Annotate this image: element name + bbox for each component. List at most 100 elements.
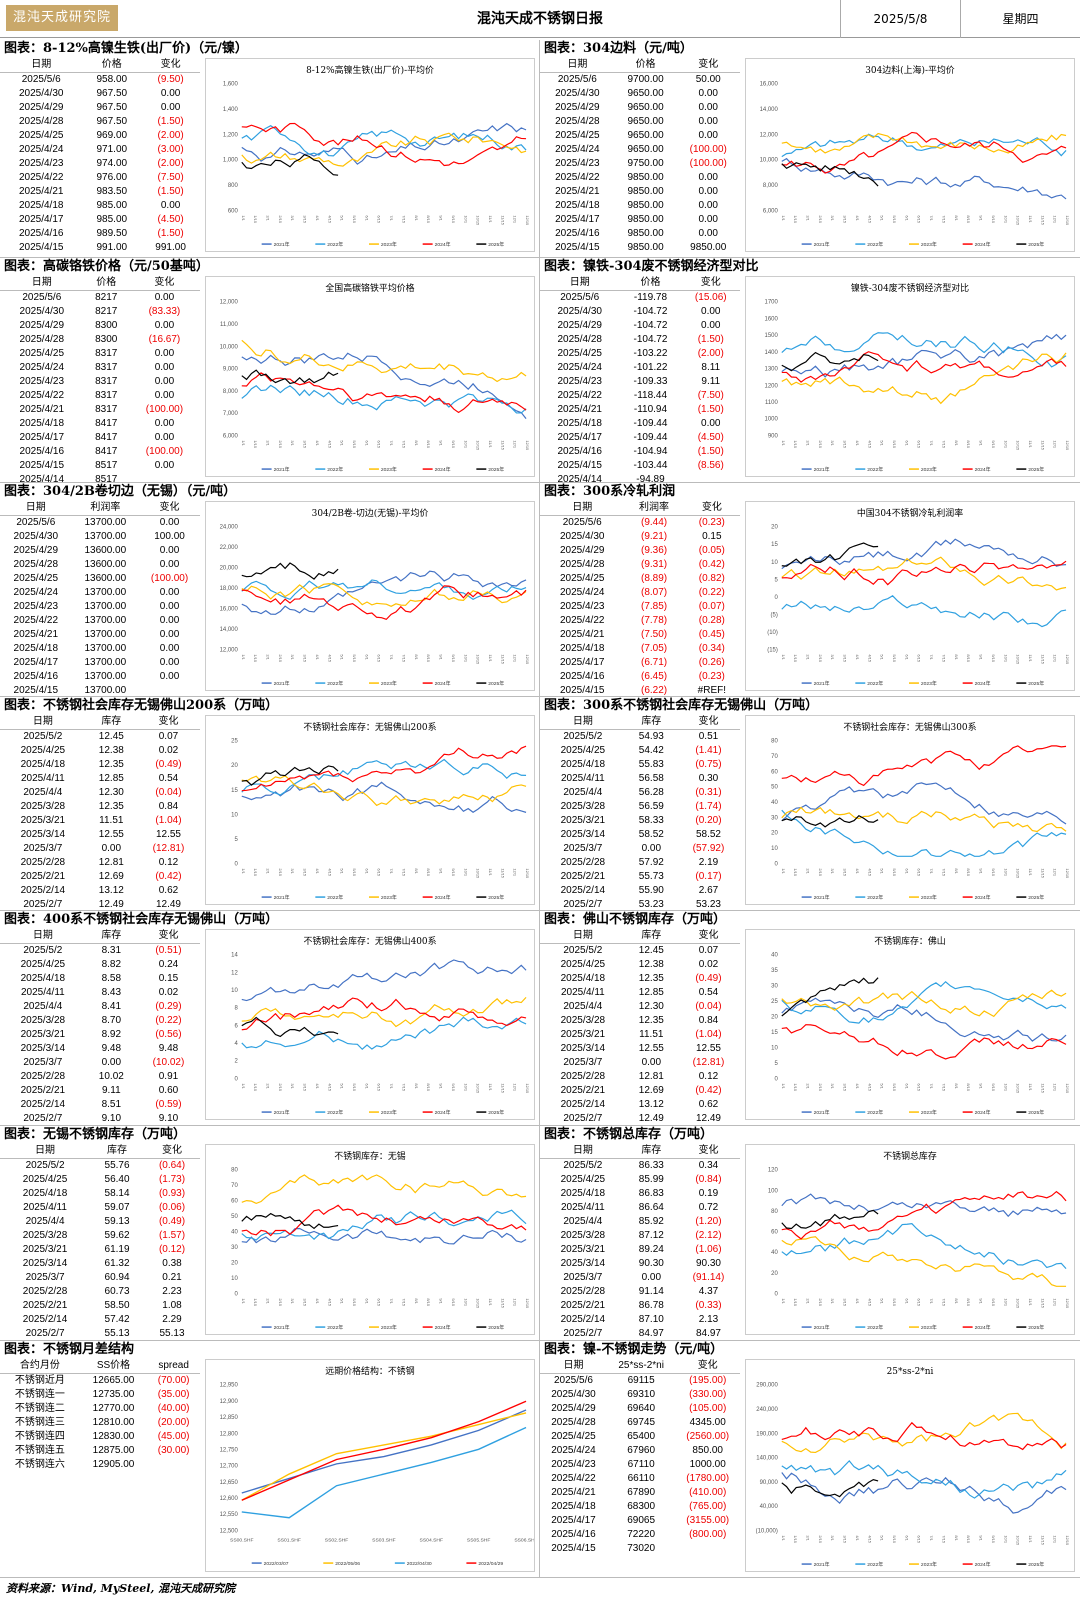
table-cell: 13700.00	[84, 656, 127, 668]
x-tick-label: 1/1	[241, 1298, 246, 1303]
table-cell: 12.49	[638, 1112, 664, 1124]
table-cell	[139, 683, 200, 697]
table-row: 2025/4/28 13600.00 0.00	[0, 557, 200, 571]
panel-11: 图表：不锈钢总库存（万吨） 日期 库存 变化 2025/5/2 86.33 0.34 2025…	[540, 1126, 1080, 1341]
table-cell: 2025/3/7	[563, 842, 603, 854]
series-line	[241, 372, 527, 414]
table-row: 2025/4/29 13600.00 0.00	[0, 543, 200, 557]
legend-label: 2025年	[488, 1109, 504, 1116]
table-cell: 8300	[95, 333, 118, 345]
x-tick-label: 5/15	[892, 654, 897, 662]
table-row: 2025/4/15 73020	[540, 1541, 740, 1555]
table-cell: 0.00	[154, 347, 175, 359]
table-cell: 9850.00	[627, 227, 664, 239]
table-row: 2025/5/2 12.45 0.07	[540, 943, 740, 957]
table-row: 2025/4/25 13600.00 (100.00)	[0, 571, 200, 585]
y-tick-label: 0	[234, 1076, 238, 1082]
x-tick-label: 2/1	[805, 1535, 810, 1540]
table-cell: 2025/2/21	[560, 1084, 606, 1096]
table-row: 2025/4/16 989.50 (1.50)	[0, 226, 200, 240]
table-cell: 0.00	[698, 227, 718, 239]
table-cell: 53.23	[695, 898, 721, 910]
table-cell: (20.00)	[157, 1416, 190, 1428]
table-cell: 8.58	[101, 972, 122, 984]
table-row: 2025/5/6 69115 (195.00)	[540, 1373, 740, 1387]
table-row: 2025/3/21 8.92 (0.56)	[0, 1027, 200, 1041]
x-tick-label: 2/15	[818, 868, 823, 876]
table-row: 2025/4/22 9850.00 0.00	[540, 170, 740, 184]
table-cell: (765.00)	[689, 1500, 727, 1512]
table-cell: 13700.00	[84, 600, 127, 612]
legend-label: 2023年	[381, 1324, 397, 1331]
table-cell: 0.00	[154, 361, 175, 373]
table-cell: (1.06)	[695, 1243, 722, 1255]
table-cell: 2025/4/4	[563, 786, 603, 798]
legend-label: 2022年	[327, 894, 343, 901]
table-cell: 2025/4/22	[551, 1472, 596, 1484]
table-cell: 2025/2/28	[560, 1070, 606, 1082]
table-cell: 2025/4/24	[18, 143, 64, 155]
table-cell: 58.52	[695, 828, 721, 840]
table-cell: 2025/4/18	[20, 972, 66, 984]
x-tick-label: 1/1	[781, 868, 786, 873]
x-tick-label: 11/1	[488, 1298, 493, 1305]
series-line	[781, 806, 1067, 833]
table-cell: 4345.00	[689, 1416, 726, 1428]
x-tick-label: 9/1	[979, 440, 984, 445]
table-cell: 2025/2/28	[560, 856, 606, 868]
x-tick-label: 10/15	[476, 440, 481, 451]
table-cell: 0.02	[698, 958, 719, 970]
table-row: 2025/5/6 13700.00 0.00	[0, 515, 200, 529]
legend-label: 2024年	[975, 1561, 991, 1568]
legend-label: 2024年	[435, 1109, 451, 1116]
table-cell: 13700.00	[84, 642, 127, 654]
series-line	[781, 595, 1067, 628]
table-row: 2025/2/21 12.69 (0.42)	[540, 1083, 740, 1097]
table-cell: 2025/3/14	[20, 828, 66, 840]
data-table: 日期 库存 变化 2025/5/2 86.33 0.34 2025/4/25 85.99 (0.…	[540, 1144, 740, 1340]
table-cell: 976.00	[96, 171, 128, 183]
y-tick-label: 24,000	[220, 525, 239, 531]
table-cell: (9.36)	[640, 544, 668, 556]
panel-0: 图表：8-12%高镍生铁(出厂价)（元/镍） 日期 价格 变化 2025/5/6 958.…	[0, 40, 540, 258]
table-cell: 不锈钢近月	[14, 1374, 65, 1386]
table-cell: 967.50	[96, 87, 128, 99]
table-cell: 59.07	[104, 1201, 130, 1213]
x-tick-label: 2/15	[818, 1083, 823, 1091]
table-header: 变化	[136, 715, 200, 730]
table-cell: 0.00	[154, 417, 175, 429]
table-cell: (0.17)	[695, 870, 722, 882]
table-cell: 2025/2/7	[23, 898, 63, 910]
table-row: 2025/3/7 0.00 (12.81)	[0, 841, 200, 855]
table-row: 2025/4/18 12.35 (0.49)	[540, 971, 740, 985]
table-cell: 2025/4/23	[555, 157, 600, 169]
table-cell: 9850.00	[627, 171, 664, 183]
data-table: 日期 库存 变化 2025/5/2 55.76 (0.64) 2025/4/25 56.40 (…	[0, 1144, 200, 1340]
panel-7: 图表：300系不锈钢社会库存无锡佛山（万吨） 日期 库存 变化 2025/5/2 54.9…	[540, 697, 1080, 911]
table-row: 2025/4/11 59.07 (0.06)	[0, 1200, 200, 1214]
table-cell: 2025/4/16	[18, 227, 64, 239]
table-row: 2025/4/30 967.50 0.00	[0, 86, 200, 100]
table-cell: 12810.00	[92, 1416, 135, 1428]
table-cell: 56.28	[638, 786, 664, 798]
legend-label: 2022年	[867, 894, 883, 901]
table-cell: 100.00	[154, 530, 185, 542]
x-tick-label: 12/1	[513, 868, 518, 876]
table-cell: 0.00	[159, 642, 180, 654]
trend-chart: 不锈钢库存：无锡 80 70 60 50 40 30 20 10 0 1/1 1/15 2/1 2/15 3…	[205, 1144, 535, 1335]
table-cell: -110.94	[633, 403, 668, 415]
y-tick-label: 22,000	[220, 545, 239, 551]
table-cell: 0.02	[158, 986, 179, 998]
table-cell: 2025/4/17	[551, 1514, 596, 1526]
x-tick-label: 8/15	[426, 440, 431, 448]
table-cell: (410.00)	[689, 1486, 727, 1498]
table-row: 2025/4/21 -110.94 (1.50)	[540, 402, 740, 416]
y-tick-label: 20,000	[220, 566, 239, 572]
table-cell: 13600.00	[84, 572, 127, 584]
x-tick-label: 1/15	[793, 1535, 798, 1543]
legend-label: 2023年	[921, 1109, 937, 1116]
table-header: spread	[147, 1359, 200, 1374]
x-tick-label: 7/1	[389, 868, 394, 873]
table-row: 2025/4/28 69745 4345.00	[540, 1415, 740, 1429]
x-tick-label: 2/15	[278, 868, 283, 876]
